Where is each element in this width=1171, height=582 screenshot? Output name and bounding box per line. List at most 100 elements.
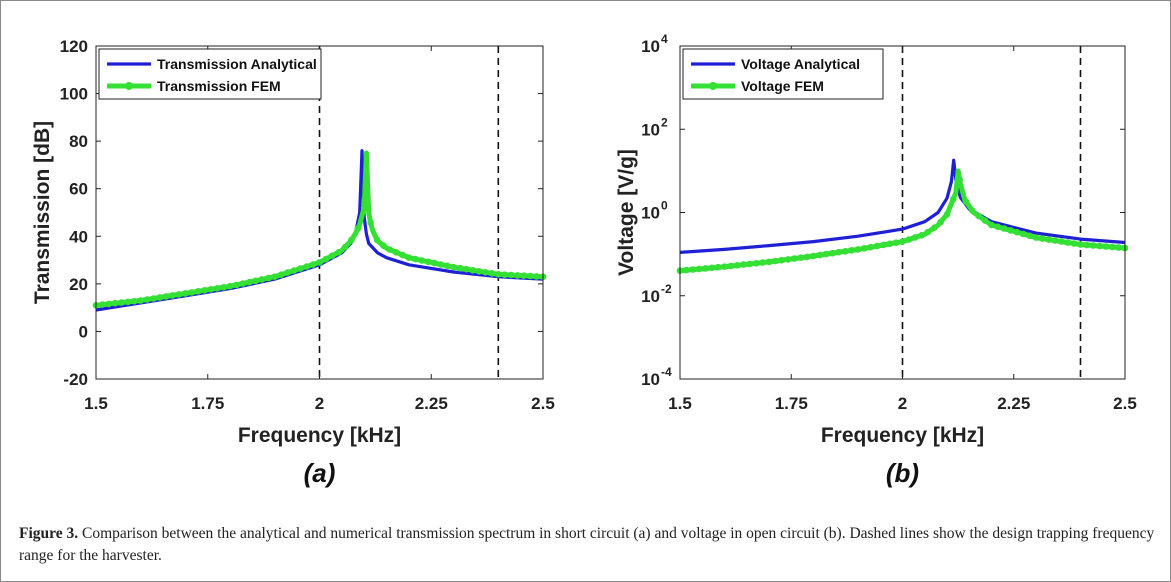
data-point — [290, 267, 298, 274]
data-point — [721, 263, 728, 271]
y-axis-label: Voltage [V/g] — [615, 149, 638, 276]
data-point — [501, 271, 509, 279]
x-tick-label: 1.5 — [84, 394, 108, 413]
y-tick-exponent: -2 — [661, 282, 672, 296]
data-point — [1026, 232, 1033, 240]
data-point — [975, 212, 983, 220]
data-point — [469, 267, 477, 274]
data-point — [271, 273, 279, 281]
data-point — [373, 236, 381, 243]
data-point — [1045, 236, 1052, 243]
data-point — [1115, 244, 1122, 251]
data-point — [1007, 227, 1014, 234]
data-point — [99, 301, 106, 308]
data-point — [488, 270, 496, 277]
data-point — [335, 249, 343, 256]
data-point — [514, 272, 521, 279]
data-point — [1039, 235, 1046, 242]
data-point — [424, 258, 432, 266]
data-point — [156, 294, 164, 301]
data-point — [207, 286, 215, 293]
y-tick-label: 10 — [641, 37, 660, 56]
data-point — [1058, 238, 1065, 245]
data-point — [297, 265, 304, 272]
data-point — [277, 271, 285, 279]
data-point — [861, 245, 868, 252]
data-point — [431, 259, 438, 267]
data-point — [226, 282, 234, 290]
data-point — [1064, 239, 1072, 246]
data-point — [956, 176, 963, 184]
y-tick-label: 20 — [69, 275, 88, 294]
data-point — [822, 250, 830, 258]
data-point — [162, 293, 170, 300]
data-point — [169, 292, 176, 299]
y-tick-exponent: 2 — [661, 115, 668, 129]
data-point — [143, 296, 151, 303]
data-point — [905, 236, 913, 243]
data-point — [778, 256, 785, 264]
y-tick-label: 100 — [60, 85, 88, 104]
y-tick-label: 10 — [641, 287, 660, 306]
caption-label: Figure 3. — [19, 525, 79, 542]
data-point — [367, 219, 374, 226]
data-point — [456, 264, 464, 272]
data-point — [886, 240, 894, 248]
data-point — [392, 249, 400, 256]
data-point — [399, 251, 406, 259]
data-point — [316, 259, 323, 266]
data-point — [943, 211, 951, 218]
data-point — [772, 257, 779, 265]
data-point — [988, 221, 995, 229]
data-point — [284, 269, 291, 276]
data-point — [507, 271, 515, 279]
data-point — [899, 238, 906, 245]
data-point — [816, 251, 824, 259]
data-point — [182, 290, 189, 297]
data-point — [201, 287, 208, 294]
data-point — [475, 268, 483, 275]
data-point — [111, 299, 119, 307]
data-point — [437, 261, 445, 268]
data-point — [105, 300, 113, 308]
data-point — [258, 276, 266, 283]
legend-entry: Voltage Analytical — [741, 56, 860, 72]
data-point — [829, 249, 836, 257]
legend-marker — [709, 82, 717, 90]
data-point — [463, 265, 470, 273]
data-point — [702, 265, 709, 272]
y-axis-label: Transmission [dB] — [31, 121, 54, 304]
panel-label: (b) — [886, 458, 919, 488]
figure-canvas: 1.5 1.75 2 2.25 2.5-20020406080100120Frequen… — [31, 32, 1137, 488]
data-point — [689, 266, 696, 273]
data-point — [746, 260, 754, 268]
legend-entry: Transmission Analytical — [157, 56, 317, 72]
legend-marker — [125, 82, 133, 90]
data-point — [759, 259, 766, 266]
x-tick-label: 1.75 — [191, 394, 224, 413]
x-tick-label: 2.25 — [415, 394, 448, 413]
data-point — [520, 272, 528, 280]
data-point — [443, 262, 451, 270]
y-tick-label: 80 — [69, 132, 88, 151]
y-tick-exponent: -4 — [661, 365, 672, 379]
data-point — [1051, 237, 1059, 244]
x-axis-label: Frequency [kHz] — [238, 424, 401, 447]
data-point — [194, 288, 202, 295]
y-tick-label: 10 — [641, 204, 660, 223]
data-point — [1013, 228, 1021, 236]
data-point — [188, 289, 196, 296]
data-point — [354, 225, 362, 232]
data-point — [322, 255, 330, 263]
data-point — [981, 217, 989, 224]
data-point — [835, 248, 843, 256]
data-point — [765, 258, 773, 266]
data-point — [533, 273, 540, 280]
data-point — [911, 234, 919, 241]
x-tick-label: 1.5 — [668, 394, 692, 413]
data-point — [412, 255, 419, 263]
data-point — [131, 297, 138, 305]
data-point — [695, 265, 703, 273]
